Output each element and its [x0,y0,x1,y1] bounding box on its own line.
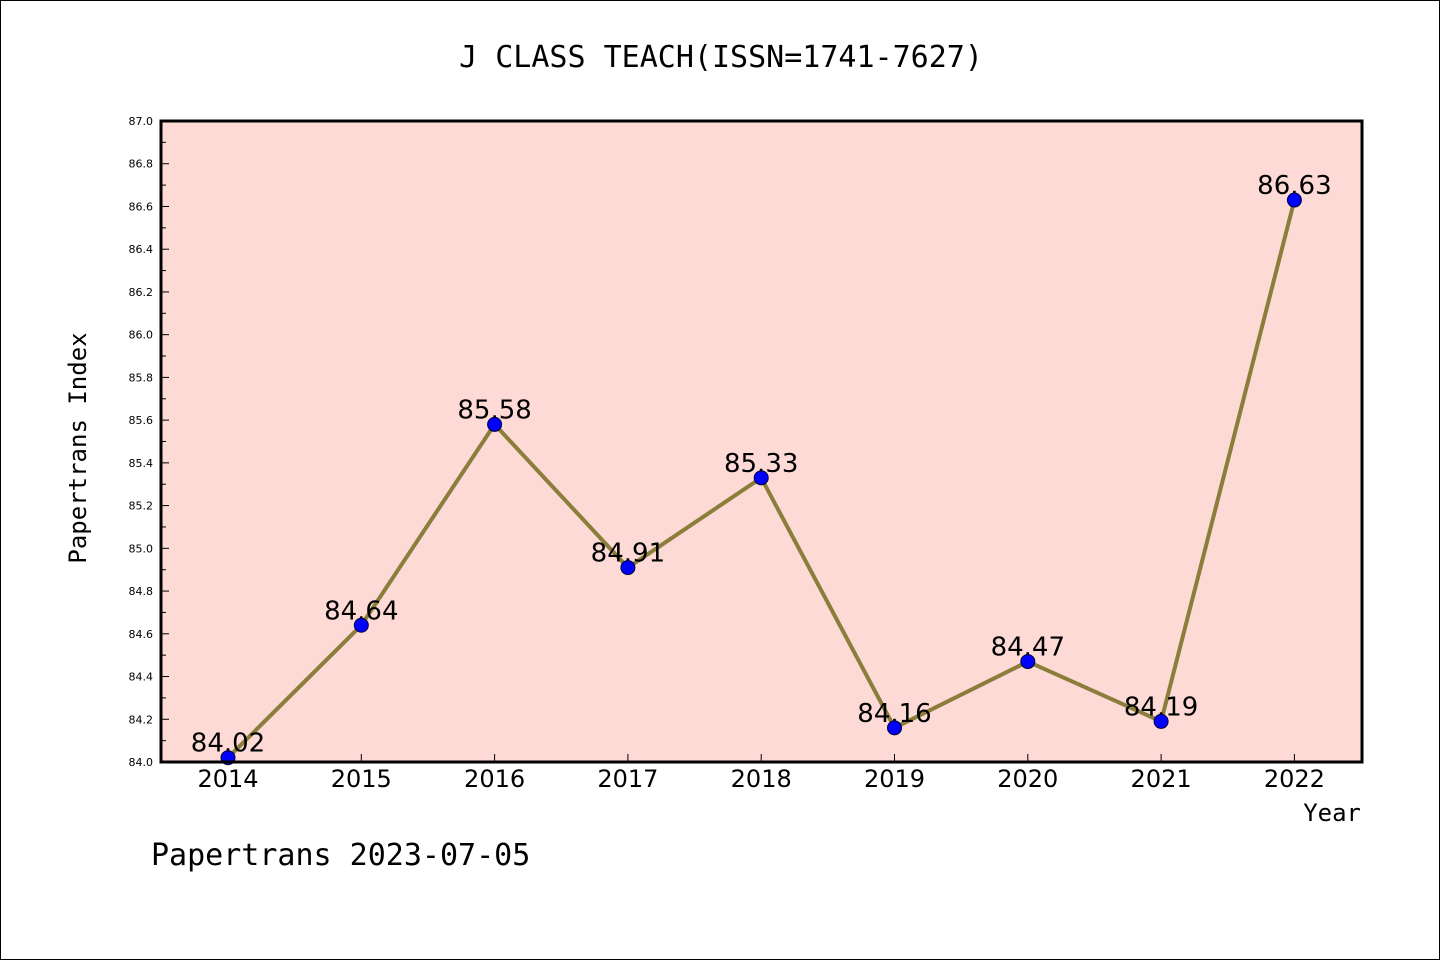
x-tick-label: 2019 [864,765,925,793]
x-tick-label: 2017 [597,765,658,793]
data-point [353,617,369,633]
y-tick-label: 85.8 [129,371,154,384]
y-tick-label: 84.2 [129,713,154,726]
data-point [620,560,636,576]
y-axis: 84.0 84.2 84.4 84.6 84.8 85.0 85.2 85.4 85.6 85.8… [129,115,169,769]
y-axis-label: Papertrans Index [64,332,92,563]
data-point [1020,654,1036,670]
x-axis: 2014 2015 2016 2017 2018 2019 2020 2021 2022 [197,754,1325,793]
data-point [1286,192,1302,208]
y-tick-label: 85.4 [129,457,154,470]
y-tick-label: 84.4 [129,671,154,684]
x-tick-label: 2014 [197,765,258,793]
x-tick-label: 2022 [1264,765,1325,793]
x-tick-label: 2016 [464,765,525,793]
y-tick-label: 86.6 [129,200,154,213]
y-tick-label: 84.8 [129,585,154,598]
chart-title: J CLASS TEACH(ISSN=1741-7627) [459,40,983,75]
data-point [487,416,503,432]
plot-area [161,121,1362,762]
x-tick-label: 2021 [1131,765,1192,793]
y-tick-label: 85.0 [129,542,154,555]
y-tick-label: 85.2 [129,500,154,513]
y-tick-label: 85.6 [129,414,154,427]
y-tick-label: 84.0 [129,756,154,769]
y-tick-label: 87.0 [129,115,154,128]
x-tick-label: 2020 [997,765,1058,793]
y-tick-label: 86.4 [129,243,154,256]
x-tick-label: 2015 [331,765,392,793]
data-point [1153,713,1169,729]
data-point [753,470,769,486]
y-tick-label: 84.6 [129,628,154,641]
x-axis-label: Year [1303,799,1361,827]
plot-frame [159,119,1364,764]
data-point [887,720,902,736]
footer-text: Papertrans 2023-07-05 [151,838,530,873]
y-tick-label: 86.0 [129,329,154,342]
x-tick-label: 2018 [731,765,792,793]
y-tick-label: 86.2 [129,286,154,299]
y-tick-label: 86.8 [129,158,154,171]
